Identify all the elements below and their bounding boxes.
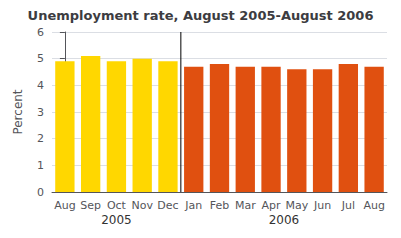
svg-text:6: 6 (37, 26, 44, 39)
svg-text:Aug: Aug (363, 199, 384, 212)
svg-text:4: 4 (37, 79, 44, 92)
svg-text:Mar: Mar (235, 199, 256, 212)
svg-text:2006: 2006 (269, 213, 300, 227)
svg-text:Dec: Dec (157, 199, 178, 212)
svg-text:Percent: Percent (11, 89, 25, 134)
svg-text:Oct: Oct (107, 199, 127, 212)
svg-text:May: May (285, 199, 308, 212)
svg-text:Apr: Apr (262, 199, 282, 212)
svg-text:3: 3 (37, 106, 44, 119)
svg-text:Sep: Sep (80, 199, 101, 212)
svg-text:Jul: Jul (341, 199, 355, 212)
svg-text:2: 2 (37, 132, 44, 145)
svg-text:Nov: Nov (131, 199, 153, 212)
svg-text:Jan: Jan (184, 199, 202, 212)
svg-text:2005: 2005 (101, 213, 132, 227)
svg-text:0: 0 (37, 186, 44, 199)
svg-text:Aug: Aug (54, 199, 75, 212)
svg-text:Unemployment rate, August 2005: Unemployment rate, August 2005-August 20… (28, 8, 374, 23)
svg-text:Feb: Feb (210, 199, 229, 212)
svg-text:5: 5 (37, 52, 44, 65)
svg-text:1: 1 (37, 159, 44, 172)
svg-text:Jun: Jun (313, 199, 331, 212)
